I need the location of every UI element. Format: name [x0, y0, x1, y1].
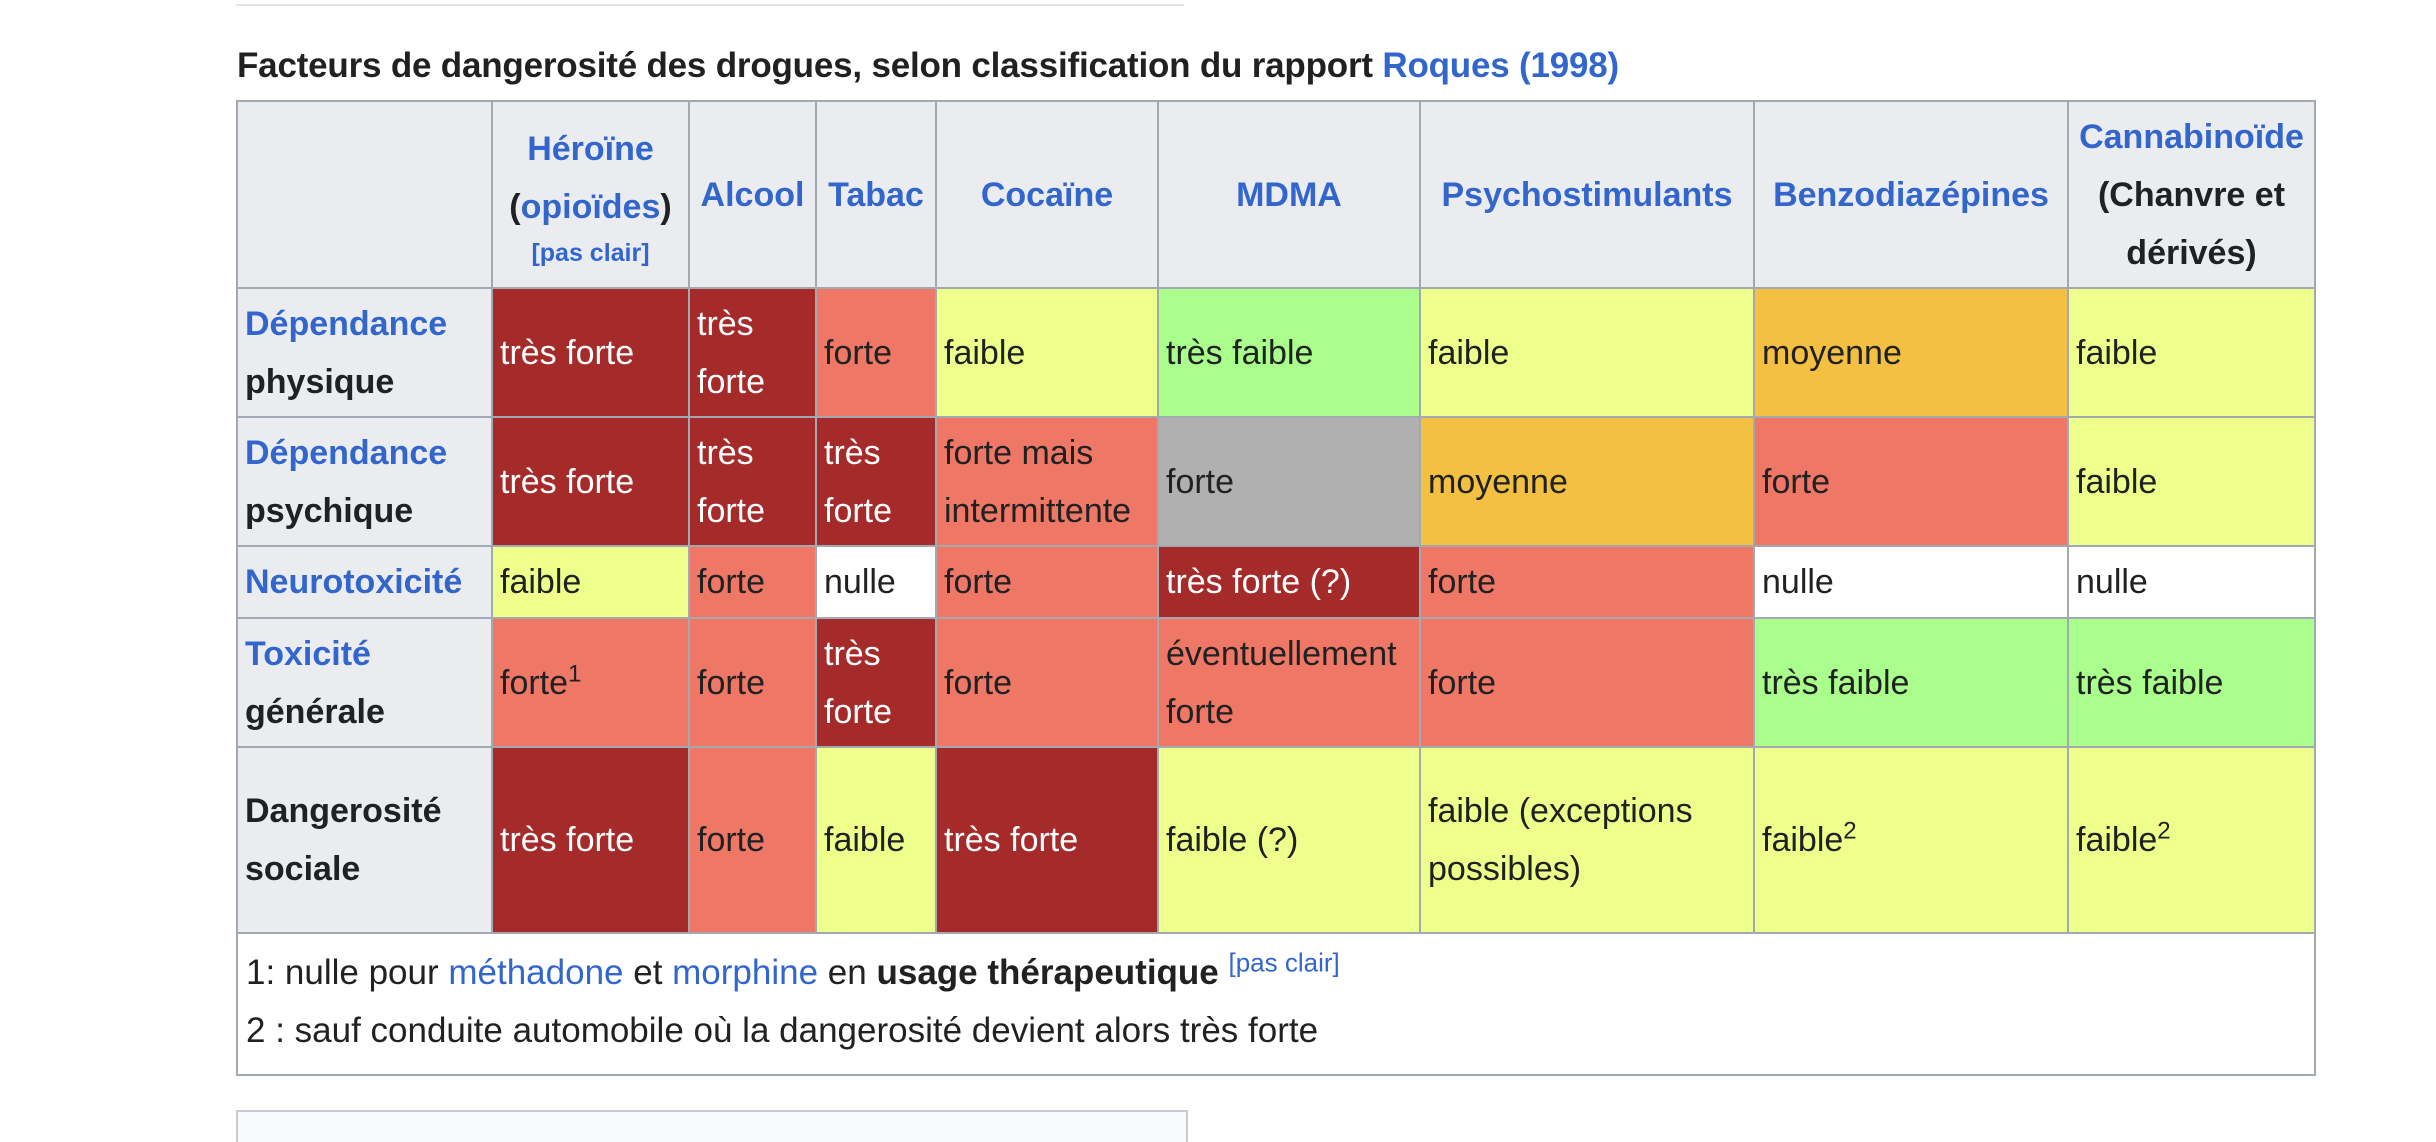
cell: forte: [688, 545, 817, 619]
header-heroine: Héroïne (opioïdes) [pas clair]: [491, 100, 690, 289]
cell: forte: [688, 746, 817, 934]
cell: faible: [2067, 416, 2316, 547]
cell: moyenne: [1753, 287, 2069, 418]
row-label: Neurotoxicité: [236, 545, 493, 619]
cell: faible: [1419, 287, 1755, 418]
methadone-link[interactable]: méthadone: [448, 953, 624, 992]
cell: très forte: [688, 416, 817, 547]
row-dangerosite-sociale: Dangerosité sociale très forte forte fai…: [236, 746, 2316, 934]
cell: faible2: [2067, 746, 2316, 934]
cell: faible: [2067, 287, 2316, 418]
cell: nulle: [2067, 545, 2316, 619]
cell: forte: [1419, 617, 1755, 748]
cell: forte: [935, 617, 1159, 748]
header-row: Héroïne (opioïdes) [pas clair] Alcool Ta…: [236, 100, 2316, 289]
footnote-marker: 2: [2157, 817, 2171, 845]
next-section-box: [236, 1110, 1188, 1142]
cell: très faible: [1753, 617, 2069, 748]
cell: très forte: [688, 287, 817, 418]
cell: forte: [815, 287, 937, 418]
table-caption: Facteurs de dangerosité des drogues, sel…: [237, 46, 1619, 86]
footnote-marker: 1: [568, 660, 582, 688]
alcool-link[interactable]: Alcool: [700, 175, 805, 214]
header-tabac: Tabac: [815, 100, 937, 289]
cell: faible: [491, 545, 690, 619]
cell: faible (?): [1157, 746, 1421, 934]
opioides-link[interactable]: opioïdes: [520, 187, 661, 226]
footnote-marker: 2: [1843, 817, 1857, 845]
cell: forte: [1419, 545, 1755, 619]
cell: forte: [1157, 416, 1421, 547]
header-benzodiazepines: Benzodiazépines: [1753, 100, 2069, 289]
cell: faible2: [1753, 746, 2069, 934]
cell: très faible: [1157, 287, 1421, 418]
neurotoxicite-link[interactable]: Neurotoxicité: [245, 563, 463, 601]
cell: forte1: [491, 617, 690, 748]
cannabinoide-link[interactable]: Cannabinoïde: [2079, 117, 2304, 156]
drug-danger-table: Héroïne (opioïdes) [pas clair] Alcool Ta…: [236, 100, 2316, 1076]
header-corner: [236, 100, 493, 289]
cell: très forte: [491, 416, 690, 547]
row-dependance-psychique: Dépendance psychique très forte très fort…: [236, 416, 2316, 547]
row-label: Dépendance physique: [236, 287, 493, 418]
cell: très faible: [2067, 617, 2316, 748]
toxicite-link[interactable]: Toxicité: [245, 634, 371, 673]
header-cannabinoide: Cannabinoïde (Chanvre et dérivés): [2067, 100, 2316, 289]
cell: très forte: [815, 416, 937, 547]
cell: faible (exceptions possibles): [1419, 746, 1755, 934]
cell: très forte (?): [1157, 545, 1421, 619]
heroine-link[interactable]: Héroïne: [527, 129, 654, 168]
morphine-link[interactable]: morphine: [672, 953, 819, 992]
footnotes-cell: 1: nulle pour méthadone et morphine en u…: [236, 932, 2316, 1076]
clarify-link[interactable]: [pas clair]: [531, 238, 650, 267]
row-label: Dangerosité sociale: [236, 746, 493, 934]
mdma-link[interactable]: MDMA: [1236, 175, 1342, 214]
cell: forte: [688, 617, 817, 748]
header-cocaine: Cocaïne: [935, 100, 1159, 289]
row-label: Toxicité générale: [236, 617, 493, 748]
cocaine-link[interactable]: Cocaïne: [980, 175, 1114, 214]
cell: moyenne: [1419, 416, 1755, 547]
psychostimulants-link[interactable]: Psychostimulants: [1441, 175, 1733, 214]
header-mdma: MDMA: [1157, 100, 1421, 289]
cell: forte: [935, 545, 1159, 619]
cell: nulle: [1753, 545, 2069, 619]
header-alcool: Alcool: [688, 100, 817, 289]
footnote-1: 1: nulle pour méthadone et morphine en u…: [246, 947, 1340, 992]
tabac-link[interactable]: Tabac: [828, 175, 924, 214]
dependance-link[interactable]: Dépendance: [245, 433, 448, 472]
top-divider: [236, 4, 1184, 6]
cell: éventuellement forte: [1157, 617, 1421, 748]
caption-text: Facteurs de dangerosité des drogues, sel…: [237, 46, 1383, 85]
cell: très forte: [815, 617, 937, 748]
clarify-link[interactable]: [pas clair]: [1228, 947, 1340, 978]
caption-source-link[interactable]: Roques (1998): [1382, 46, 1620, 85]
cell: très forte: [935, 746, 1159, 934]
dependance-link[interactable]: Dépendance: [245, 304, 448, 343]
cell: faible: [815, 746, 937, 934]
cell: forte mais intermittente: [935, 416, 1159, 547]
cell: nulle: [815, 545, 937, 619]
header-psychostimulants: Psychostimulants: [1419, 100, 1755, 289]
cell: faible: [935, 287, 1159, 418]
row-neurotoxicite: Neurotoxicité faible forte nulle forte t…: [236, 545, 2316, 619]
benzodiazepines-link[interactable]: Benzodiazépines: [1773, 175, 2049, 214]
cell: très forte: [491, 287, 690, 418]
cell: très forte: [491, 746, 690, 934]
row-label: Dépendance psychique: [236, 416, 493, 547]
footnote-2: 2 : sauf conduite automobile où la dange…: [246, 1011, 1319, 1050]
footnotes-row: 1: nulle pour méthadone et morphine en u…: [236, 932, 2316, 1076]
cell: forte: [1753, 416, 2069, 547]
row-dependance-physique: Dépendance physique très forte très forte…: [236, 287, 2316, 418]
row-toxicite-generale: Toxicité générale forte1 forte très forte…: [236, 617, 2316, 748]
